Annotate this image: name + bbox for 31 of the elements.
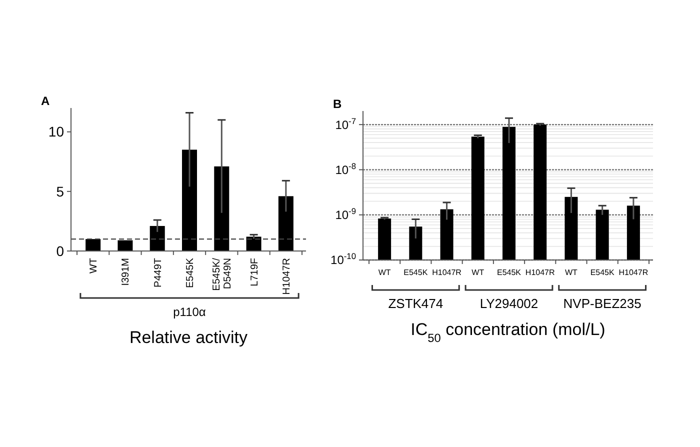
y-tick-label: 0	[56, 242, 64, 259]
y-tick-label: 5	[56, 183, 64, 200]
y-tick-label: 10$^{-9}$	[335, 206, 356, 222]
chart-title: A	[41, 94, 50, 108]
text: LY294002	[480, 296, 538, 311]
x-tick-label: L719F	[249, 258, 260, 286]
y-tick-label: 10$^{-10}$	[330, 251, 356, 268]
y-tick-label: 10	[48, 124, 64, 140]
y-tick-label: 10$^{-7}$	[335, 116, 356, 132]
text: p110α	[173, 305, 206, 319]
x-tick-label: WT	[88, 258, 100, 274]
x-tick-label: H1047R	[525, 268, 556, 277]
x-tick-label: H1047R	[432, 268, 462, 277]
y-tick-label: 10$^{-8}$	[335, 160, 356, 177]
x-tick-label: P449T	[152, 258, 164, 288]
x-tick-label: I391M	[120, 258, 132, 286]
x-tick-label: H1047R	[618, 268, 648, 277]
x-tick-label: WT	[378, 268, 391, 277]
chart-title: B	[333, 97, 342, 111]
x-tick-label: E545K	[185, 258, 196, 288]
text: NVP-BEZ235	[563, 296, 642, 311]
x-tick-label: E545K	[496, 268, 522, 277]
text: ZSTK474	[388, 296, 444, 311]
x-axis-title: Relative activity	[129, 328, 248, 347]
x-tick-label: WT	[565, 268, 578, 277]
x-tick-label: E545K/ D549N	[212, 258, 234, 291]
x-tick-label: WT	[472, 268, 484, 277]
x-axis-title: IC$_{50}$ concentration (mol/L)	[410, 320, 606, 345]
x-tick-label: H1047R	[281, 258, 292, 295]
x-tick-label: E545K	[590, 268, 615, 277]
x-tick-label: E545K	[404, 268, 428, 277]
